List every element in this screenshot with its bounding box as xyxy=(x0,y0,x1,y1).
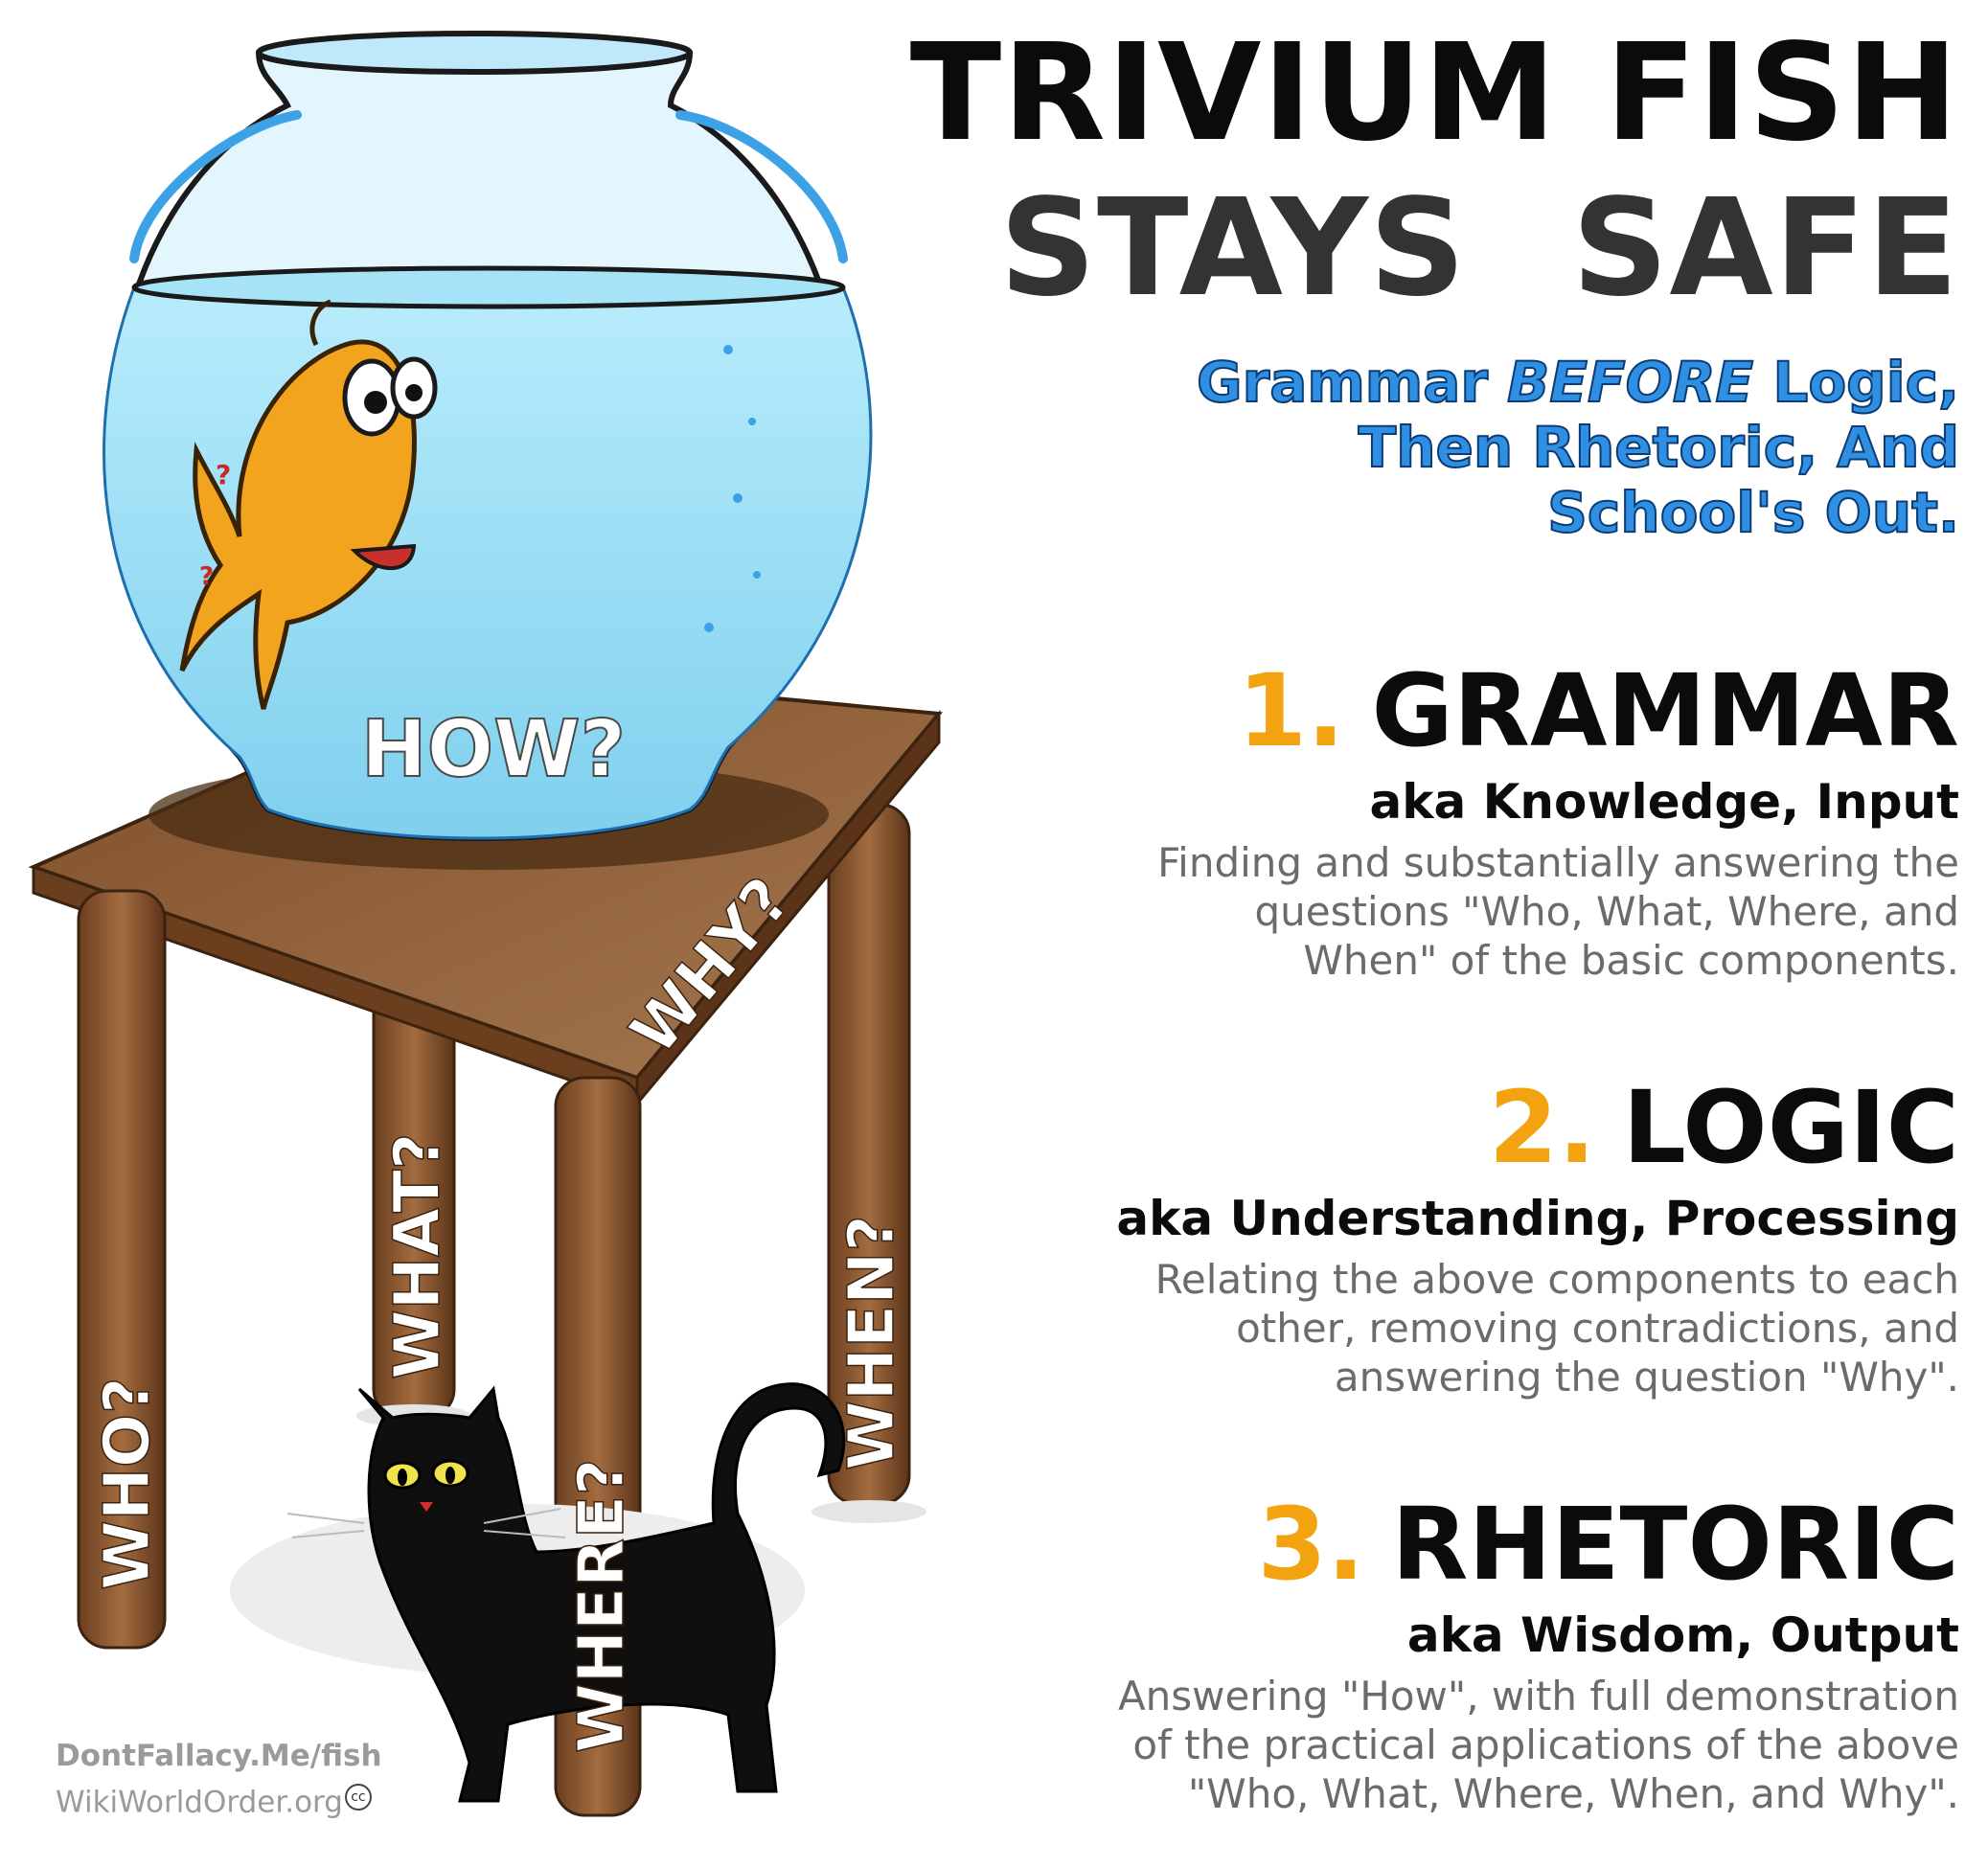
section-title: LOGIC xyxy=(1622,1069,1959,1186)
leg-label-when: WHEN? xyxy=(834,1215,908,1470)
section-heading: 3. RHETORIC xyxy=(1258,1494,1960,1594)
goldfish: ? ? xyxy=(179,299,438,710)
black-cat xyxy=(230,1382,846,1803)
desc-line: When" of the basic components. xyxy=(1303,937,1959,984)
svg-text:?: ? xyxy=(199,562,214,591)
section-description: Relating the above components to each ot… xyxy=(1001,1255,1959,1401)
section-number: 2. xyxy=(1488,1069,1596,1186)
desc-line: of the practical applications of the abo… xyxy=(1132,1721,1959,1768)
desc-line: Relating the above components to each xyxy=(1154,1256,1959,1303)
credit-site[interactable]: WikiWorldOrder.org cc xyxy=(56,1784,372,1819)
section-aka: aka Understanding, Processing xyxy=(1116,1191,1959,1246)
section-grammar: 1. GRAMMAR aka Knowledge, Input Finding a… xyxy=(963,661,1959,987)
desc-line: Answering "How", with full demonstration xyxy=(1117,1673,1959,1720)
table-leg-front-left xyxy=(77,889,167,1650)
leg-label-who: WHO? xyxy=(90,1378,164,1590)
how-label: HOW? xyxy=(361,704,626,795)
desc-line: Finding and substantially answering the xyxy=(1157,839,1959,886)
subtitle-part-2: Logic, xyxy=(1753,349,1960,416)
section-aka: aka Knowledge, Input xyxy=(1369,774,1959,830)
section-heading: 2. LOGIC xyxy=(1489,1078,1959,1177)
leg-label-what: WHAT? xyxy=(380,1133,454,1379)
desc-line: other, removing contradictions, and xyxy=(1236,1305,1959,1352)
section-description: Finding and substantially answering the … xyxy=(1001,838,1959,985)
subtitle-line-3: School's Out. xyxy=(1546,479,1960,546)
svg-text:?: ? xyxy=(216,459,231,490)
section-title: GRAMMAR xyxy=(1371,652,1960,769)
section-number: 1. xyxy=(1237,652,1345,769)
desc-line: questions "Who, What, Where, and xyxy=(1254,888,1960,935)
desc-line: answering the question "Why". xyxy=(1334,1354,1959,1401)
section-logic: 2. LOGIC aka Understanding, Processing Re… xyxy=(963,1078,1959,1403)
subtitle: Grammar BEFORE Logic, Then Rhetoric, And… xyxy=(1097,349,1960,546)
section-rhetoric: 3. RHETORIC aka Wisdom, Output Answering … xyxy=(963,1494,1959,1849)
title-line-2: STAYS SAFE xyxy=(999,171,1959,327)
section-heading: 1. GRAMMAR xyxy=(1238,661,1959,761)
section-aka: aka Wisdom, Output xyxy=(1406,1607,1959,1663)
section-title: RHETORIC xyxy=(1391,1486,1959,1603)
leg-label-where: WHERE? xyxy=(564,1459,638,1753)
credit-url[interactable]: DontFallacy.Me/fish xyxy=(56,1739,382,1773)
subtitle-line-2: Then Rhetoric, And xyxy=(1358,414,1960,481)
subtitle-emphasis: BEFORE xyxy=(1506,349,1754,416)
section-description: Answering "How", with full demonstration… xyxy=(1001,1672,1959,1818)
section-number: 3. xyxy=(1257,1486,1365,1603)
credit-site-text: WikiWorldOrder.org xyxy=(56,1785,343,1820)
subtitle-part-1: Grammar xyxy=(1196,349,1508,416)
desc-line: "Who, What, Where, When, and Why". xyxy=(1187,1770,1959,1817)
cc-license-icon: cc xyxy=(344,1784,372,1811)
title-line-1: TRIVIUM FISH xyxy=(909,15,1959,171)
